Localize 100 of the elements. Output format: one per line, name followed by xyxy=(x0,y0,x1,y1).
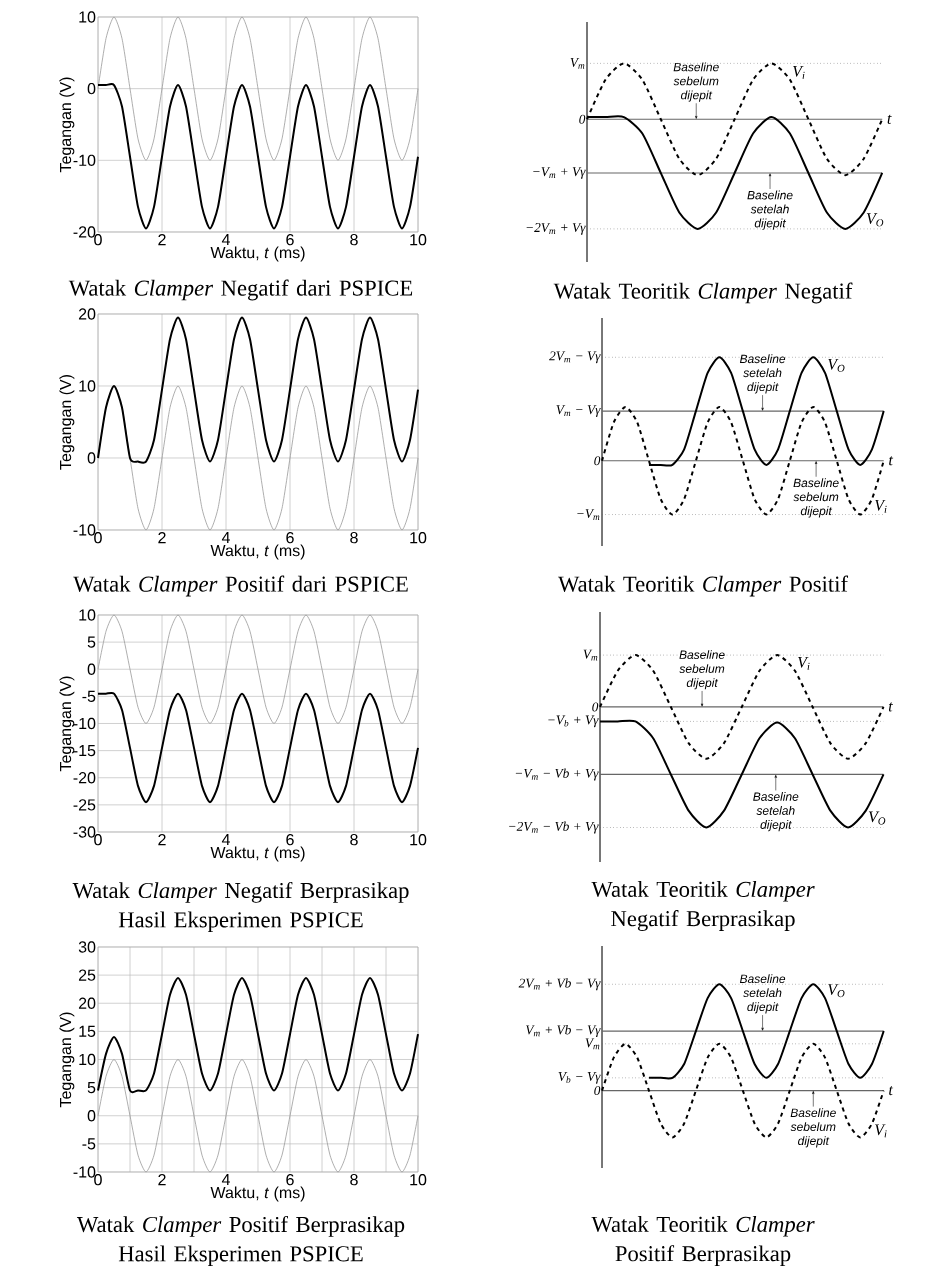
y-tick-label: 10 xyxy=(79,1053,96,1066)
x-axis-title: t xyxy=(889,1086,894,1096)
ref-line-label: V$_{m}$ xyxy=(585,1038,600,1050)
ref-line-label: −V$_{m}$ + Vγ xyxy=(533,167,586,179)
annotation: Baseline setelah dijepit xyxy=(753,792,799,832)
x-tick-label: 4 xyxy=(221,834,230,846)
text: Watak Clamper Positif dari PSPICE xyxy=(73,575,408,597)
y-tick-label: 20 xyxy=(78,997,96,1009)
x-tick-label: 2 xyxy=(158,532,166,544)
annotation: Baseline setelah dijepit xyxy=(747,190,793,230)
ref-line-label: −2V$_{m}$ − Vb + Vγ xyxy=(509,821,599,834)
ref-line-label: 2V$_{m}$ + Vb − Vγ xyxy=(518,978,601,991)
y-tick-label: 25 xyxy=(78,969,96,981)
y-tick-label: 10 xyxy=(79,609,96,621)
x-tick-label: 6 xyxy=(286,1174,294,1186)
annotation: Baseline setelah dijepit xyxy=(739,354,786,394)
line-series xyxy=(97,692,419,804)
annotation: Baseline sebelum dijepit xyxy=(790,1108,836,1148)
y-tick-label: 10 xyxy=(79,380,96,392)
text: Watak Teoritik Clamper Negatif xyxy=(553,282,853,304)
y-tick-label: 30 xyxy=(78,941,96,953)
x-tick-label: 8 xyxy=(350,532,358,544)
text: Watak Teoritik Clamper Negatif Berprasikap xyxy=(591,881,815,931)
ref-line-label: 0 xyxy=(594,1086,601,1096)
x-tick-label: 4 xyxy=(221,1174,230,1186)
series-label: V$_{O}$ xyxy=(828,358,845,372)
series-label: V$_{i}$ xyxy=(875,499,887,513)
y-tick-label: -20 xyxy=(73,226,96,238)
y-tick-label: -15 xyxy=(73,745,96,757)
y-tick-label: -5 xyxy=(82,1138,96,1150)
x-axis-title: Waktu, t (ms) xyxy=(210,246,305,262)
ref-line-label: V$_{m}$ xyxy=(583,649,598,661)
x-tick-label: 2 xyxy=(158,234,166,246)
y-tick-label: -5 xyxy=(82,690,96,702)
series-label: V$_{O}$ xyxy=(828,984,845,998)
line-series xyxy=(97,83,419,230)
line-series xyxy=(97,1059,419,1173)
ref-line-label: −V$_{m}$ xyxy=(577,509,600,520)
y-tick-label: 20 xyxy=(78,308,96,320)
ref-line-label: V$_{m}$ + Vb − Vγ xyxy=(526,1025,601,1038)
text: Watak Clamper Positif Berprasikap Hasil Eksperimen PSPICE xyxy=(76,1215,405,1267)
x-tick-label: 8 xyxy=(350,834,358,846)
y-tick-label: -25 xyxy=(73,799,96,811)
y-axis-title: Tegangan (V) xyxy=(59,1012,75,1108)
x-tick-label: 10 xyxy=(410,1174,427,1186)
x-tick-label: 8 xyxy=(350,234,358,246)
x-tick-label: 4 xyxy=(221,234,230,246)
series-label: V$_{i}$ xyxy=(875,1124,887,1138)
y-tick-label: 0 xyxy=(87,1110,96,1122)
ref-line-label: −V$_{m}$ − Vb + Vγ xyxy=(515,768,599,781)
x-axis-title: Waktu, t (ms) xyxy=(210,1186,305,1202)
x-tick-label: 4 xyxy=(221,532,230,544)
y-tick-label: 15 xyxy=(79,1025,96,1037)
series-label: V$_{i}$ xyxy=(798,656,810,670)
y-axis-title: Tegangan (V) xyxy=(59,77,75,173)
ref-line-label: V$_{m}$ − Vγ xyxy=(556,405,601,417)
ref-line-label: 0 xyxy=(594,456,601,466)
x-tick-label: 6 xyxy=(286,834,294,846)
line-series xyxy=(97,16,419,161)
ref-line-label: V$_{m}$ xyxy=(570,57,585,69)
annotation: Baseline sebelum dijepit xyxy=(679,650,725,690)
ref-line-label: V$_{b}$ − Vγ xyxy=(558,1072,601,1084)
y-tick-label: -20 xyxy=(73,772,96,784)
y-tick-label: 0 xyxy=(87,663,96,675)
x-axis-title: t xyxy=(888,702,893,712)
ref-line-label: 0 xyxy=(592,702,599,712)
x-tick-label: 6 xyxy=(286,532,294,544)
annotation: Baseline sebelum dijepit xyxy=(673,62,719,102)
x-tick-label: 8 xyxy=(350,1174,358,1186)
y-tick-label: -10 xyxy=(73,154,96,166)
x-tick-label: 10 xyxy=(410,532,427,544)
line-series xyxy=(97,976,419,1093)
x-tick-label: 10 xyxy=(410,234,427,246)
x-axis-title: Waktu, t (ms) xyxy=(210,544,305,560)
text: Watak Teoritik Clamper Positif Berprasikap xyxy=(591,1216,815,1266)
line-series xyxy=(97,614,419,724)
y-axis-title: Tegangan (V) xyxy=(59,374,75,470)
x-tick-label: 6 xyxy=(286,234,294,246)
y-tick-label: -10 xyxy=(73,1166,96,1178)
y-tick-label: 10 xyxy=(79,11,96,23)
annotation: Baseline setelah dijepit xyxy=(739,974,786,1014)
series-label: V$_{O}$ xyxy=(866,213,884,227)
ref-line-label: −2V$_{m}$ + Vγ xyxy=(526,223,586,235)
x-axis-title: t xyxy=(887,114,892,124)
y-tick-label: -10 xyxy=(73,717,96,730)
y-tick-label: -30 xyxy=(73,826,96,838)
y-axis-title: Tegangan (V) xyxy=(59,676,75,772)
y-tick-label: 0 xyxy=(87,83,96,95)
x-tick-label: 10 xyxy=(410,834,427,846)
ref-line-label: 2V$_{m}$ − Vγ xyxy=(549,351,601,364)
x-axis-title: t xyxy=(889,456,894,466)
y-tick-label: -10 xyxy=(73,524,96,536)
ref-line-label: −V$_{b}$ + Vγ xyxy=(548,715,599,728)
x-axis-title: Waktu, t (ms) xyxy=(210,846,305,862)
series-label: V$_{i}$ xyxy=(793,66,805,79)
x-tick-label: 2 xyxy=(158,1174,166,1186)
series-label: V$_{O}$ xyxy=(868,811,886,825)
text: Watak Clamper Negatif dari PSPICE xyxy=(68,279,413,301)
ref-line-label: 0 xyxy=(579,114,586,124)
y-tick-label: 5 xyxy=(87,1082,96,1094)
